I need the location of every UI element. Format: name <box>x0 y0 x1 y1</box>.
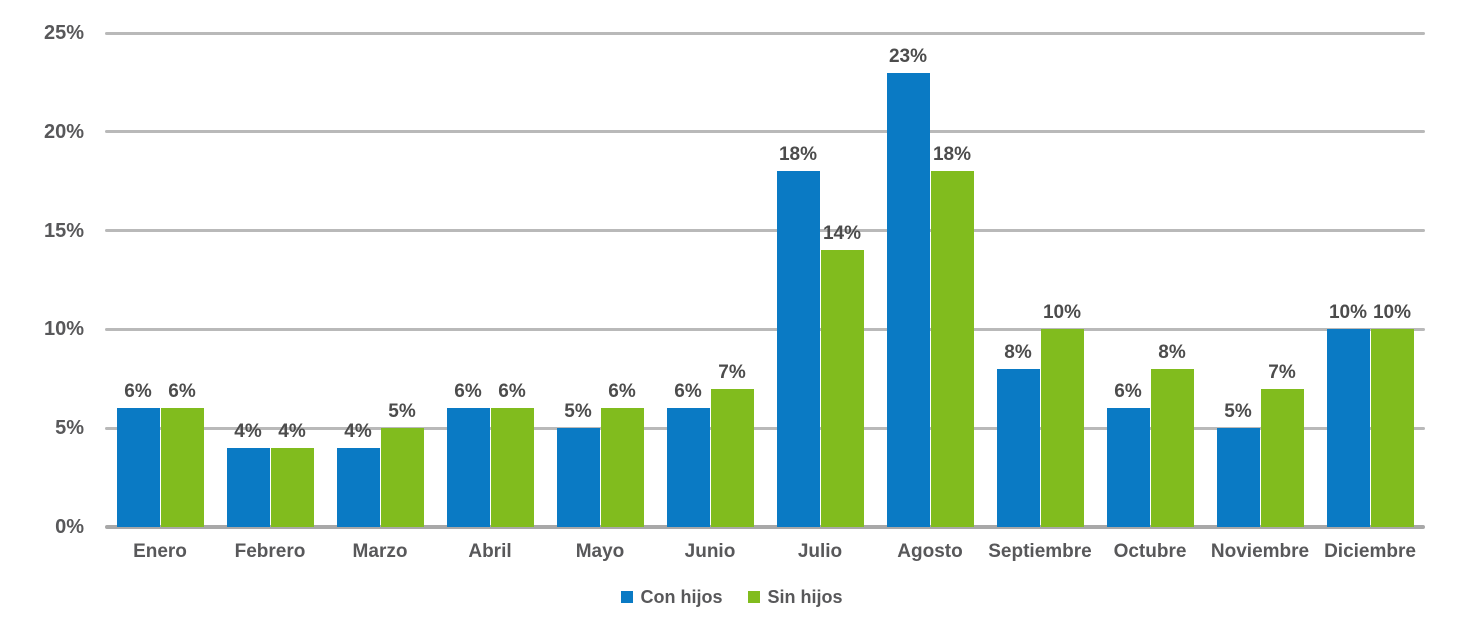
bar-con-hijos-marzo: 4% <box>336 422 380 527</box>
bar-con-hijos-enero: 6% <box>116 382 160 527</box>
x-label-abril: Abril <box>468 541 512 562</box>
data-label-con-hijos-abril: 6% <box>454 381 482 403</box>
bar-group-enero: 6% 6% <box>105 33 215 527</box>
legend-swatch-sin-hijos <box>748 591 761 603</box>
bar-con-hijos-diciembre: 10% <box>1326 303 1370 527</box>
data-label-sin-hijos-septiembre: 10% <box>1042 302 1082 324</box>
y-tick-5: 5% <box>55 417 84 440</box>
data-label-con-hijos-agosto: 23% <box>888 45 928 67</box>
legend-swatch-con-hijos <box>621 591 634 603</box>
bar-sin-hijos-agosto: 18% <box>930 145 974 527</box>
x-label-mayo: Mayo <box>575 541 625 562</box>
gridline-15 <box>105 229 1425 233</box>
data-label-sin-hijos-enero: 6% <box>168 381 196 403</box>
x-label-agosto: Agosto <box>897 541 963 562</box>
bar-group-diciembre: 10% 10% <box>1315 33 1425 527</box>
x-label-junio: Junio <box>684 541 736 562</box>
x-label-septiembre: Septiembre <box>988 541 1092 562</box>
data-label-con-hijos-enero: 6% <box>124 381 152 403</box>
data-label-sin-hijos-noviembre: 7% <box>1268 361 1296 383</box>
bar-sin-hijos-noviembre: 7% <box>1260 363 1304 527</box>
data-label-con-hijos-noviembre: 5% <box>1224 401 1252 423</box>
bar-groups: 6% 6% 4% 4% 4% 5% 6% 6% 5% 6% 6% 7% 18% 14% 23% 18% 8% 10… <box>105 33 1425 527</box>
bar-group-febrero: 4% 4% <box>215 33 325 527</box>
bar-sin-hijos-enero: 6% <box>160 382 204 527</box>
data-label-con-hijos-julio: 18% <box>778 144 818 166</box>
bar-con-hijos-febrero: 4% <box>226 422 270 527</box>
gridline-20 <box>105 130 1425 134</box>
legend-label-sin-hijos: Sin hijos <box>767 587 843 607</box>
plot-area: 0% 5% 10% 15% 20% 25% 6% 6% 4% 4% 4% 5% 6% 6% 5% 6% 6% 7… <box>44 23 1425 537</box>
bar-group-noviembre: 5% 7% <box>1205 33 1315 527</box>
bar-group-junio: 6% 7% <box>655 33 765 527</box>
y-tick-25: 25% <box>43 22 84 44</box>
bar-con-hijos-mayo: 5% <box>556 402 600 527</box>
x-label-noviembre: Noviembre <box>1210 541 1310 562</box>
data-label-sin-hijos-agosto: 18% <box>932 144 972 166</box>
bar-con-hijos-julio: 18% <box>776 145 820 527</box>
gridline-10 <box>105 327 1425 331</box>
x-label-julio: Julio <box>797 541 843 562</box>
x-label-febrero: Febrero <box>234 541 306 562</box>
data-label-con-hijos-octubre: 6% <box>1114 381 1142 403</box>
gridline-0 <box>105 525 1425 529</box>
bar-sin-hijos-marzo: 5% <box>380 402 424 527</box>
data-label-con-hijos-junio: 6% <box>674 381 702 403</box>
x-axis-labels: Enero Febrero Marzo Abril Mayo Junio Julio Agos… <box>105 541 1425 563</box>
data-label-sin-hijos-febrero: 4% <box>278 420 306 442</box>
data-label-sin-hijos-octubre: 8% <box>1158 341 1186 363</box>
bar-sin-hijos-septiembre: 10% <box>1040 303 1084 527</box>
bar-group-mayo: 5% 6% <box>545 33 655 527</box>
x-label-diciembre: Diciembre <box>1324 541 1416 562</box>
legend: Con hijos Sin hijos <box>0 588 1464 606</box>
bar-con-hijos-abril: 6% <box>446 382 490 527</box>
y-tick-0: 0% <box>55 516 84 538</box>
bar-con-hijos-agosto: 23% <box>886 47 930 527</box>
data-label-sin-hijos-julio: 14% <box>822 223 862 245</box>
data-label-con-hijos-diciembre: 10% <box>1328 302 1368 324</box>
x-label-marzo: Marzo <box>352 541 408 562</box>
bar-sin-hijos-julio: 14% <box>820 224 864 527</box>
data-label-con-hijos-febrero: 4% <box>234 420 262 442</box>
bar-sin-hijos-octubre: 8% <box>1150 343 1194 527</box>
bar-con-hijos-noviembre: 5% <box>1216 402 1260 527</box>
data-label-con-hijos-marzo: 4% <box>344 420 372 442</box>
bar-sin-hijos-febrero: 4% <box>270 422 314 527</box>
bar-con-hijos-junio: 6% <box>666 382 710 527</box>
bar-sin-hijos-mayo: 6% <box>600 382 644 527</box>
data-label-sin-hijos-marzo: 5% <box>388 401 416 423</box>
bar-sin-hijos-diciembre: 10% <box>1370 303 1414 527</box>
data-label-sin-hijos-mayo: 6% <box>608 381 636 403</box>
data-label-sin-hijos-junio: 7% <box>718 361 746 383</box>
data-label-sin-hijos-diciembre: 10% <box>1372 302 1412 324</box>
bar-con-hijos-octubre: 6% <box>1106 382 1150 527</box>
bar-group-agosto: 23% 18% <box>875 33 985 527</box>
bar-group-marzo: 4% 5% <box>325 33 435 527</box>
bar-group-abril: 6% 6% <box>435 33 545 527</box>
legend-item-con-hijos: Con hijos <box>621 588 722 606</box>
y-tick-10: 10% <box>43 318 84 341</box>
bar-group-septiembre: 8% 10% <box>985 33 1095 527</box>
legend-label-con-hijos: Con hijos <box>640 587 723 607</box>
data-label-con-hijos-mayo: 5% <box>564 401 592 423</box>
data-label-con-hijos-septiembre: 8% <box>1004 341 1032 363</box>
bar-con-hijos-septiembre: 8% <box>996 343 1040 527</box>
gridline-5 <box>105 426 1425 430</box>
bar-sin-hijos-junio: 7% <box>710 363 754 527</box>
data-label-sin-hijos-abril: 6% <box>498 381 526 403</box>
y-tick-20: 20% <box>43 120 84 143</box>
x-label-enero: Enero <box>133 541 187 562</box>
bar-group-julio: 18% 14% <box>765 33 875 527</box>
y-tick-15: 15% <box>43 219 84 242</box>
x-label-octubre: Octubre <box>1113 541 1187 562</box>
legend-item-sin-hijos: Sin hijos <box>748 587 843 607</box>
bar-sin-hijos-abril: 6% <box>490 382 534 527</box>
gridline-25 <box>105 31 1425 35</box>
bar-group-octubre: 6% 8% <box>1095 33 1205 527</box>
